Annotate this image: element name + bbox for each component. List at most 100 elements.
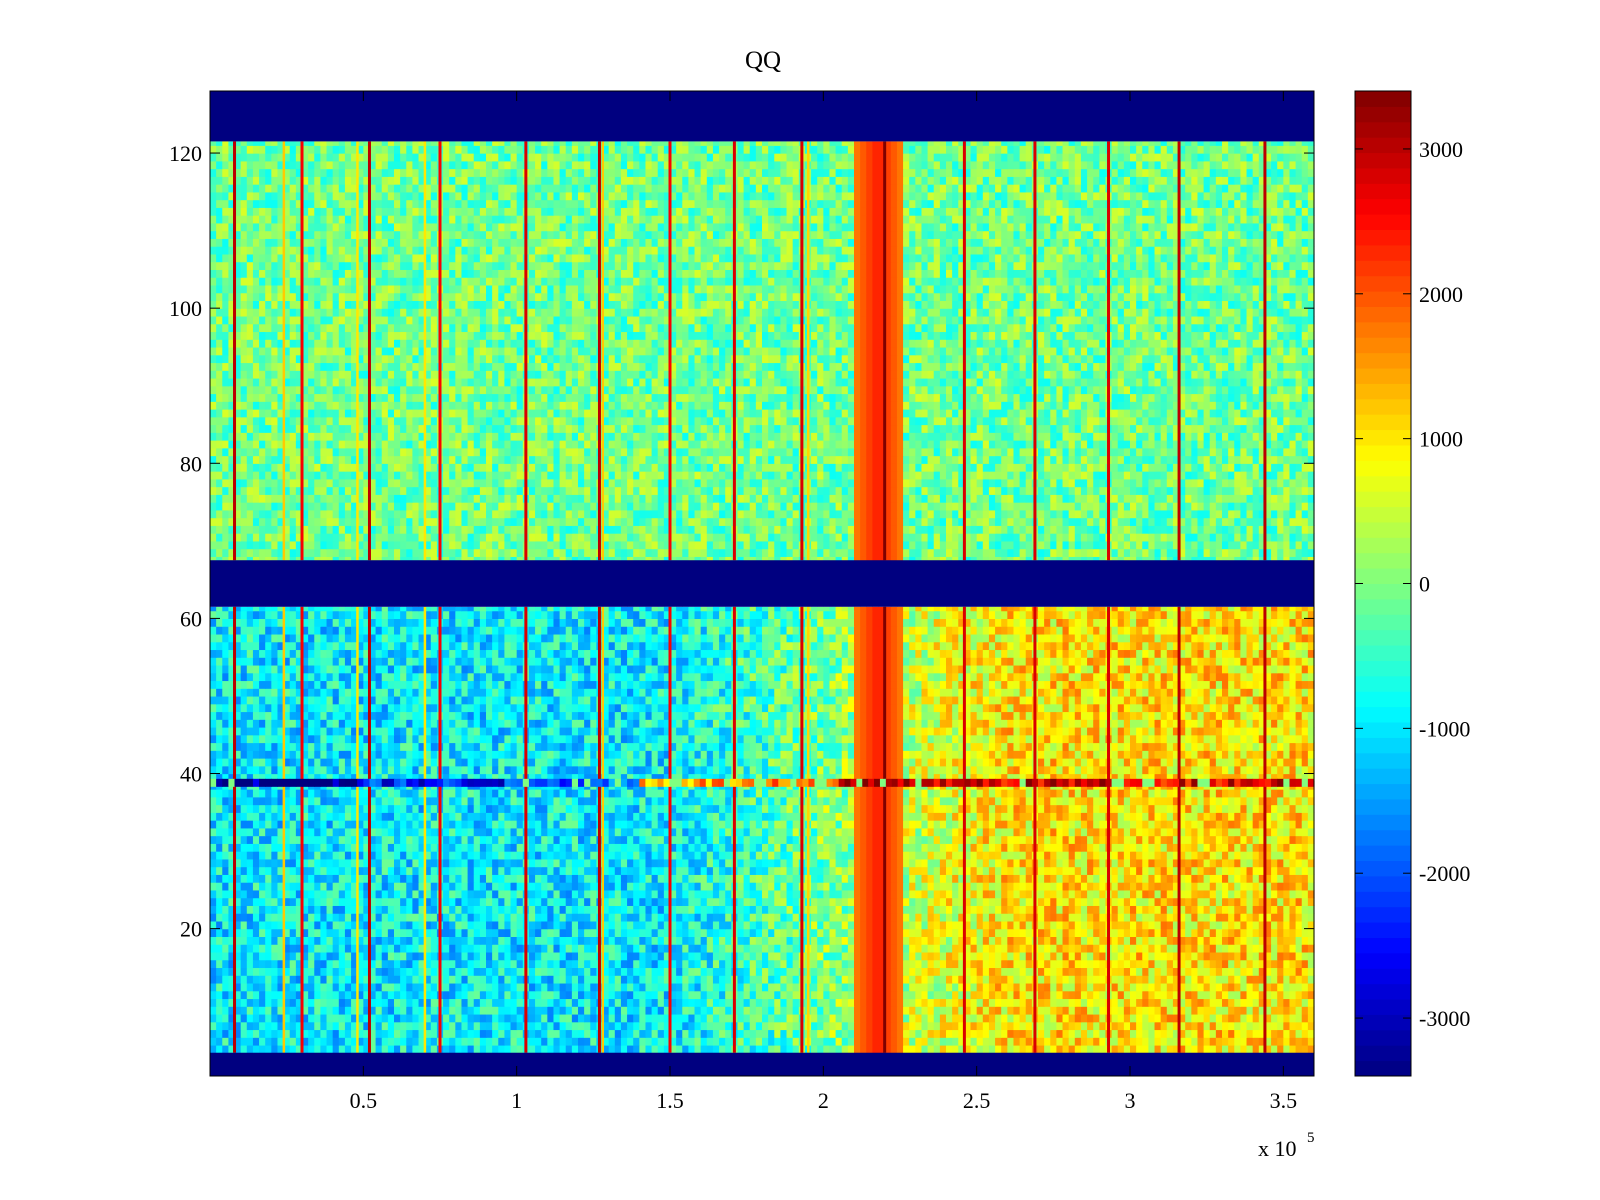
heatmap-cell-upper: [884, 440, 892, 449]
heatmap-cell-upper: [774, 471, 781, 480]
heatmap-cell-upper: [455, 424, 463, 433]
heatmap-cell-upper: [240, 432, 248, 441]
heatmap-cell-upper: [946, 354, 953, 364]
heatmap-cell-upper: [210, 416, 217, 426]
heatmap-cell-upper: [1185, 370, 1192, 379]
heatmap-cell-upper: [492, 362, 499, 371]
heatmap-cell-upper: [320, 440, 328, 449]
heatmap-cell-upper: [344, 455, 352, 464]
heatmap-cell-upper: [295, 540, 303, 550]
heatmap-cell-upper: [958, 362, 965, 371]
heatmap-cell-upper: [657, 416, 665, 426]
heatmap-cell-upper: [369, 455, 377, 464]
heatmap-cell-upper: [528, 447, 536, 457]
heatmap-cell-upper: [725, 525, 732, 534]
heatmap-cell-upper: [1099, 416, 1107, 426]
heatmap-cell-upper: [1062, 502, 1070, 511]
heatmap-cell-upper: [1277, 478, 1284, 488]
heatmap-cell-upper: [492, 471, 499, 480]
heatmap-cell-upper: [1277, 525, 1284, 534]
heatmap-cell-upper: [896, 548, 904, 557]
heatmap-cell-upper: [1271, 548, 1278, 557]
heatmap-cell-upper: [486, 533, 493, 542]
heatmap-cell-upper: [1191, 416, 1199, 426]
heatmap-cell-upper: [903, 471, 910, 480]
heatmap-cell-upper: [1117, 447, 1125, 457]
heatmap-cell-upper: [283, 548, 291, 557]
heatmap-cell-upper: [240, 517, 248, 526]
heatmap-cell-upper: [896, 432, 904, 441]
heatmap-cell-upper: [1025, 424, 1033, 433]
heatmap-cell-upper: [1099, 556, 1107, 561]
heatmap-cell-upper: [1038, 471, 1045, 480]
heatmap-cell-upper: [909, 486, 916, 495]
heatmap-cell-upper: [271, 424, 279, 433]
heatmap-cell-upper: [222, 385, 229, 395]
heatmap-cell-upper: [645, 432, 653, 441]
heatmap-cell-upper: [1172, 517, 1180, 526]
heatmap-cell-upper: [381, 455, 389, 464]
heatmap-cell-upper: [547, 447, 555, 457]
heatmap-cell-upper: [1197, 556, 1205, 561]
heatmap-cell-upper: [1203, 377, 1211, 387]
heatmap-cell-upper: [639, 517, 647, 526]
heatmap-cell-upper: [682, 502, 689, 511]
heatmap-cell-upper: [277, 362, 285, 371]
heatmap-cell-upper: [516, 540, 524, 550]
heatmap-cell-upper: [289, 377, 297, 387]
heatmap-cell-upper: [1074, 385, 1082, 395]
heatmap-cell-upper: [774, 494, 781, 503]
heatmap-cell-upper: [964, 346, 972, 356]
heatmap-cell-upper: [1099, 432, 1107, 441]
heatmap-cell-upper: [719, 478, 726, 488]
heatmap-cell-upper: [627, 362, 634, 371]
heatmap-cell-upper: [1062, 540, 1070, 550]
heatmap-cell-upper: [755, 548, 763, 557]
heatmap-cell-upper: [1160, 401, 1168, 410]
heatmap-cell-upper: [1271, 377, 1278, 387]
heatmap-cell-upper: [1087, 548, 1094, 557]
heatmap-cell-upper: [430, 455, 438, 464]
heatmap-cell-upper: [320, 517, 328, 526]
heatmap-cell-upper: [1197, 486, 1205, 495]
heatmap-cell-upper: [817, 533, 824, 542]
heatmap-cell-upper: [461, 509, 469, 519]
heatmap-cell-upper: [430, 408, 438, 418]
heatmap-cell-upper: [283, 540, 291, 550]
heatmap-cell-upper: [970, 502, 978, 511]
heatmap-cell-upper: [424, 478, 432, 488]
heatmap-cell-upper: [835, 517, 843, 526]
heatmap-cell-upper: [528, 362, 536, 371]
heatmap-cell-upper: [694, 354, 702, 364]
heatmap-cell-upper: [308, 440, 315, 449]
heatmap-cell-upper: [302, 440, 309, 449]
heatmap-cell-upper: [565, 440, 573, 449]
heatmap-cell-upper: [627, 354, 634, 364]
heatmap-cell-upper: [1295, 354, 1303, 364]
heatmap-cell-upper: [835, 463, 843, 472]
heatmap-cell-upper: [712, 540, 720, 550]
heatmap-cell-upper: [614, 494, 622, 503]
heatmap-cell-upper: [1074, 517, 1082, 526]
heatmap-cell-upper: [1044, 416, 1051, 426]
heatmap-cell-upper: [210, 486, 217, 495]
heatmap-cell-upper: [210, 478, 217, 488]
heatmap-cell-upper: [1301, 432, 1309, 441]
heatmap-cell-upper: [516, 447, 524, 457]
heatmap-cell-upper: [903, 502, 910, 511]
heatmap-cell-upper: [584, 424, 591, 433]
heatmap-cell-upper: [755, 424, 763, 433]
heatmap-cell-upper: [976, 556, 984, 561]
heatmap-cell-upper: [1289, 455, 1297, 464]
heatmap-cell-upper: [651, 377, 659, 387]
heatmap-cell-upper: [768, 455, 775, 464]
heatmap-cell-upper: [878, 478, 886, 488]
heatmap-cell-upper: [780, 463, 788, 472]
heatmap-cell-upper: [443, 509, 450, 519]
heatmap-cell-upper: [976, 393, 984, 402]
heatmap-cell-upper: [283, 517, 291, 526]
heatmap-cell-upper: [547, 463, 555, 472]
heatmap-cell-upper: [1025, 494, 1033, 503]
heatmap-cell-upper: [762, 354, 769, 364]
heatmap-cell-upper: [1025, 432, 1033, 441]
